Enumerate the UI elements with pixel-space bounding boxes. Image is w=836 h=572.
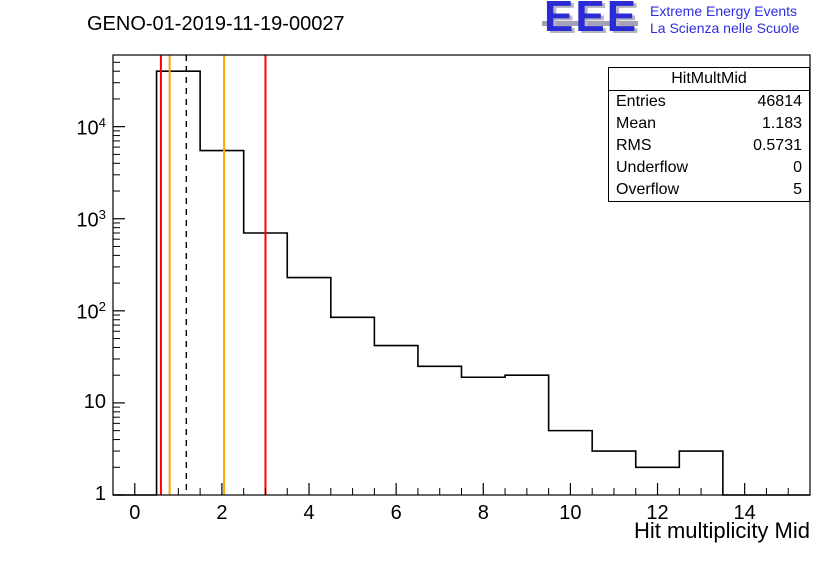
stats-box: HitMultMid Entries 46814 Mean 1.183 RMS … — [608, 67, 810, 202]
stats-label: Overflow — [616, 181, 680, 198]
x-axis-title: Hit multiplicity Mid — [633, 518, 810, 543]
eee-logo-tagline-line2: La Scienza nelle Scuole — [650, 20, 800, 36]
stats-row-overflow: Overflow 5 — [609, 179, 809, 201]
stats-label: Mean — [616, 115, 657, 132]
histogram-step-line — [113, 70, 810, 496]
stats-row-underflow: Underflow 0 — [609, 157, 809, 179]
stats-value: 0.5731 — [753, 137, 802, 154]
stats-label: Entries — [616, 93, 666, 110]
stats-value: 1.183 — [761, 115, 802, 132]
stats-value: 0 — [793, 159, 802, 176]
stats-row-entries: Entries 46814 — [609, 91, 809, 113]
stats-value: 46814 — [757, 93, 803, 110]
stats-row-rms: RMS 0.5731 — [609, 135, 809, 157]
eee-logo-tagline-line1: Extreme Energy Events — [650, 3, 798, 19]
stats-row-mean: Mean 1.183 — [609, 113, 809, 135]
stats-label: RMS — [616, 137, 652, 154]
plot-title: GENO-01-2019-11-19-00027 — [87, 13, 345, 35]
eee-logo-acronym: EEE — [544, 0, 639, 41]
stats-value: 5 — [793, 181, 802, 198]
stats-box-title: HitMultMid — [609, 68, 809, 91]
eee-logo: EEE Extreme Energy Events La Scienza nel… — [540, 0, 836, 46]
eee-logo-tagline: Extreme Energy Events La Scienza nelle S… — [650, 3, 799, 37]
eee-logo-bar — [542, 21, 638, 26]
stats-label: Underflow — [616, 159, 689, 176]
